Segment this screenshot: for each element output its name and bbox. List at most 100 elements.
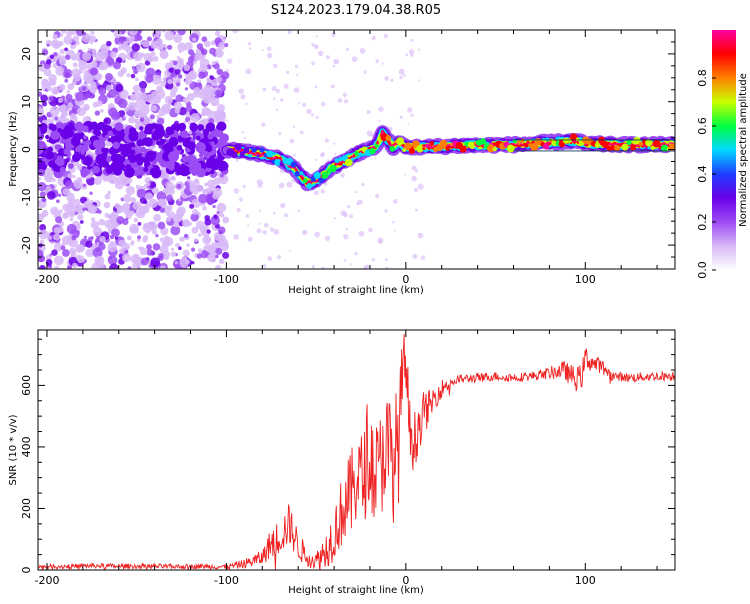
spectrogram-band-blob xyxy=(112,141,120,149)
spectrogram-noise-blob xyxy=(216,109,226,120)
spectrogram-noise-blob xyxy=(82,183,86,188)
spectrogram-noise-blob xyxy=(170,251,177,257)
spectrogram-noise-blob xyxy=(286,181,293,188)
spectrogram-ridge-blob xyxy=(459,145,467,153)
snr-x-tick-label: 100 xyxy=(575,574,596,587)
spectrogram-noise-blob xyxy=(95,73,103,81)
spectrogram-ridge-blob xyxy=(385,135,392,141)
spectrogram-ridge-blob xyxy=(396,137,405,146)
spectrogram-noise-blob xyxy=(315,158,318,161)
spectrogram-band-blob xyxy=(197,124,205,131)
spectrogram-noise-blob xyxy=(392,221,395,224)
spectrogram-noise-blob xyxy=(182,249,190,257)
spectrogram-noise-blob xyxy=(204,84,212,92)
spectrogram-noise-blob xyxy=(333,217,336,220)
spectrogram-ridge-blob xyxy=(251,147,257,153)
spectrogram-noise-blob xyxy=(58,57,67,66)
spectrogram-ridge-blob xyxy=(321,171,329,179)
spectrogram-noise-blob xyxy=(58,83,66,91)
spectrogram-band-blob xyxy=(190,122,197,130)
spectrogram-noise-blob xyxy=(69,211,75,217)
spectrogram-noise-blob xyxy=(176,55,180,60)
spectrogram-noise-blob xyxy=(43,68,52,77)
spectrogram-band-blob xyxy=(92,165,100,174)
spectrogram-noise-blob xyxy=(196,43,204,50)
spectrogram-band-blob xyxy=(38,168,45,177)
spectrogram-noise-blob xyxy=(156,191,167,202)
spectrogram-band-blob xyxy=(168,137,179,147)
spectrogram-noise-blob xyxy=(199,69,209,78)
spectrogram-noise-blob xyxy=(204,218,212,226)
spectrogram-noise-blob xyxy=(170,225,181,236)
spectrogram-band-blob xyxy=(38,131,42,137)
spectrogram-noise-blob xyxy=(342,92,348,97)
spectrogram-noise-blob xyxy=(106,93,111,98)
spectrogram-noise-blob xyxy=(356,202,360,206)
spectrogram-noise-blob xyxy=(215,49,224,58)
spectrogram-noise-blob xyxy=(66,223,77,234)
spectrogram-band-blob xyxy=(128,127,137,135)
spectrogram-noise-blob xyxy=(411,165,417,171)
spectrogram-ridge-blob xyxy=(429,141,435,146)
spectrogram-noise-blob xyxy=(198,193,208,204)
spectrogram-noise-blob xyxy=(298,101,301,104)
spectrogram-noise-blob xyxy=(163,236,174,247)
spectrogram-ridge-blob xyxy=(306,183,313,190)
spectrogram-ridge-blob xyxy=(404,142,412,151)
spectrogram-noise-blob xyxy=(299,130,304,135)
spectrogram-noise-blob xyxy=(59,33,64,37)
spectrogram-noise-blob xyxy=(82,207,86,211)
spectrogram-noise-blob xyxy=(104,212,110,218)
spectrogram-noise-blob xyxy=(151,91,159,99)
spectrogram-band-blob xyxy=(105,155,113,163)
spectrogram-noise-blob xyxy=(150,104,158,112)
spectrogram-ridge-blob xyxy=(248,153,253,158)
spectrogram-noise-blob xyxy=(145,229,150,234)
colorbar-tick-label: 0.8 xyxy=(696,69,709,87)
spectrogram-noise-blob xyxy=(202,235,212,245)
spectrogram-band-blob xyxy=(139,126,144,131)
spectrogram-noise-blob xyxy=(289,249,292,252)
spectrogram-noise-blob xyxy=(92,226,103,237)
spectrogram-noise-blob xyxy=(146,248,154,256)
spectrogram-noise-blob xyxy=(139,196,147,204)
spectrogram-noise-blob xyxy=(375,59,380,64)
spectrogram-noise-blob xyxy=(122,202,131,211)
spectrogram-x-tick-label: -100 xyxy=(214,273,239,286)
spectrogram-band-blob xyxy=(104,134,110,140)
spectrogram-noise-blob xyxy=(164,30,175,41)
spectrogram-noise-blob xyxy=(130,197,137,203)
spectrogram-band-blob xyxy=(90,121,99,130)
spectrogram-noise-blob xyxy=(78,61,88,71)
spectrogram-noise-blob xyxy=(371,35,376,41)
spectrogram-noise-blob xyxy=(118,98,128,109)
spectrogram-noise-blob xyxy=(327,159,330,162)
spectrogram-ridge-blob xyxy=(329,164,337,173)
spectrogram-x-tick-label: -200 xyxy=(34,273,59,286)
spectrogram-band-blob xyxy=(72,133,81,142)
spectrogram-noise-blob xyxy=(216,202,227,213)
spectrogram-ridge-blob xyxy=(266,150,274,158)
spectrogram-noise-blob xyxy=(144,192,153,201)
spectrogram-noise-blob xyxy=(155,233,159,238)
spectrogram-noise-blob xyxy=(62,188,71,196)
spectrogram-band-blob xyxy=(80,150,86,155)
figure-title: S124.2023.179.04.38.R05 xyxy=(271,3,441,18)
spectrogram-noise-blob xyxy=(110,30,116,33)
spectrogram-noise-blob xyxy=(38,177,41,181)
spectrogram-noise-blob xyxy=(417,183,424,190)
spectrogram-ridge-blob xyxy=(299,171,304,176)
spectrogram-ridge-blob xyxy=(358,152,363,157)
spectrogram-ridge-blob xyxy=(313,171,321,180)
spectrogram-noise-blob xyxy=(96,242,100,246)
spectrogram-noise-blob xyxy=(64,180,74,189)
spectrogram-noise-blob xyxy=(85,116,90,121)
spectrogram-noise-blob xyxy=(90,82,97,88)
spectrogram-noise-blob xyxy=(45,254,52,261)
spectrogram-noise-blob xyxy=(132,262,138,269)
spectrogram-ridge-blob xyxy=(354,151,360,157)
spectrogram-band-blob xyxy=(81,125,89,133)
spectrogram-noise-blob xyxy=(184,87,189,91)
spectrogram-noise-blob xyxy=(148,198,158,209)
spectrogram-noise-blob xyxy=(248,47,252,50)
